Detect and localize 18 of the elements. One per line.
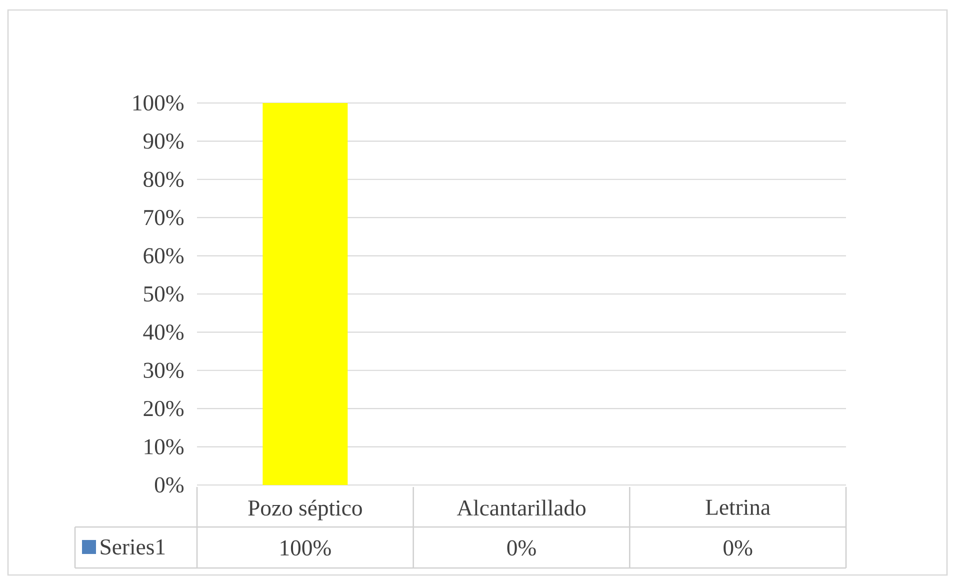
- x-tick-label: Alcantarillado: [456, 500, 586, 516]
- y-tick-label: 30%: [144, 362, 184, 378]
- y-tick-label: 100%: [133, 95, 184, 111]
- y-tick-label: 90%: [143, 134, 184, 149]
- y-tick-label: 80%: [144, 172, 184, 188]
- data-label: 100%: [280, 540, 331, 556]
- x-tick-label: Pozo séptico: [248, 500, 362, 520]
- y-tick-label: 40%: [143, 324, 184, 340]
- y-tick-label: 0%: [154, 477, 184, 493]
- y-tick-label: 50%: [144, 286, 184, 302]
- y-tick-label: 70%: [144, 210, 184, 226]
- y-tick-label: 10%: [144, 439, 184, 454]
- y-tick-label: 20%: [144, 400, 184, 416]
- y-tick-label: 60%: [144, 248, 184, 264]
- x-tick-label: Letrina: [706, 500, 770, 515]
- data-label: 0%: [724, 540, 752, 556]
- data-label: 0%: [507, 540, 536, 556]
- text: Series1: [100, 539, 165, 555]
